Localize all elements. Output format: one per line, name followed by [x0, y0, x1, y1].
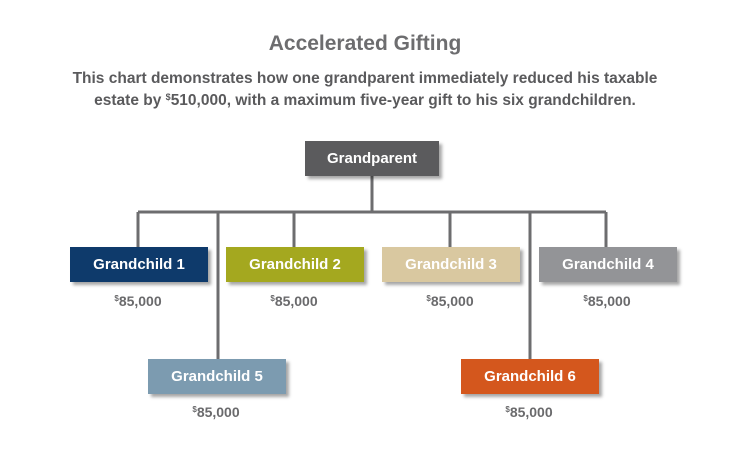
grandchild-1-currency: $: [114, 294, 119, 303]
grandchild-5-currency: $: [192, 405, 197, 414]
grandchild-3-label: Grandchild 3: [405, 256, 497, 273]
grandchild-1-label: Grandchild 1: [93, 256, 185, 273]
grandchild-2-label: Grandchild 2: [249, 256, 341, 273]
grandchild-4-amount: $85,000: [537, 293, 677, 309]
subtitle: This chart demonstrates how one grandpar…: [0, 69, 730, 110]
grandchild-6-label: Grandchild 6: [484, 368, 576, 385]
grandchild-1-amount: $85,000: [68, 293, 208, 309]
grandchild-3-box: Grandchild 3: [382, 247, 520, 282]
subtitle-currency: $: [165, 92, 171, 102]
grandchild-4-box: Grandchild 4: [539, 247, 677, 282]
grandchild-6-box: Grandchild 6: [461, 359, 599, 394]
grandchild-3-amount: $85,000: [380, 293, 520, 309]
grandchild-6-currency: $: [505, 405, 510, 414]
grandchild-5-box: Grandchild 5: [148, 359, 286, 394]
grandparent-label: Grandparent: [326, 150, 417, 167]
grandchild-5-label: Grandchild 5: [171, 368, 263, 385]
page-title: Accelerated Gifting: [268, 32, 462, 55]
grandchild-4-amount-value: 85,000: [587, 293, 631, 309]
subtitle-line-1: This chart demonstrates how one grandpar…: [72, 70, 658, 87]
subtitle-line-2-post: , with a maximum five-year gift to his s…: [226, 92, 636, 109]
grandchild-4-label: Grandchild 4: [562, 256, 654, 273]
grandchild-6-amount-value: 85,000: [509, 404, 553, 420]
grandchild-5-amount-value: 85,000: [196, 404, 240, 420]
grandchild-2-amount-value: 85,000: [274, 293, 318, 309]
grandchild-2-currency: $: [270, 294, 275, 303]
subtitle-amount: 510,000: [170, 92, 227, 109]
grandparent-box: Grandparent: [305, 141, 439, 176]
grandchild-4-currency: $: [583, 294, 588, 303]
grandchild-2-amount: $85,000: [224, 293, 364, 309]
grandchild-6-amount: $85,000: [459, 404, 599, 420]
grandchild-5-amount: $85,000: [146, 404, 286, 420]
grandchild-1-box: Grandchild 1: [70, 247, 208, 282]
grandchild-2-box: Grandchild 2: [226, 247, 364, 282]
grandchild-1-amount-value: 85,000: [118, 293, 162, 309]
grandchild-3-amount-value: 85,000: [430, 293, 474, 309]
grandchild-3-currency: $: [426, 294, 431, 303]
subtitle-line-2-pre: estate by: [94, 92, 166, 109]
